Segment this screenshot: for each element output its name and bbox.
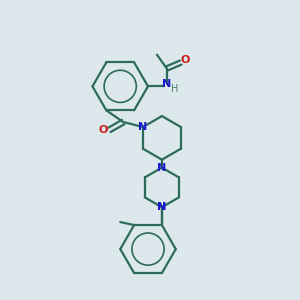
Text: O: O	[99, 125, 108, 135]
Text: N: N	[138, 122, 148, 132]
Text: H: H	[171, 84, 178, 94]
Text: N: N	[157, 202, 167, 212]
Text: N: N	[162, 80, 171, 89]
Text: N: N	[157, 163, 167, 172]
Text: N: N	[157, 202, 167, 212]
Text: O: O	[181, 55, 190, 64]
